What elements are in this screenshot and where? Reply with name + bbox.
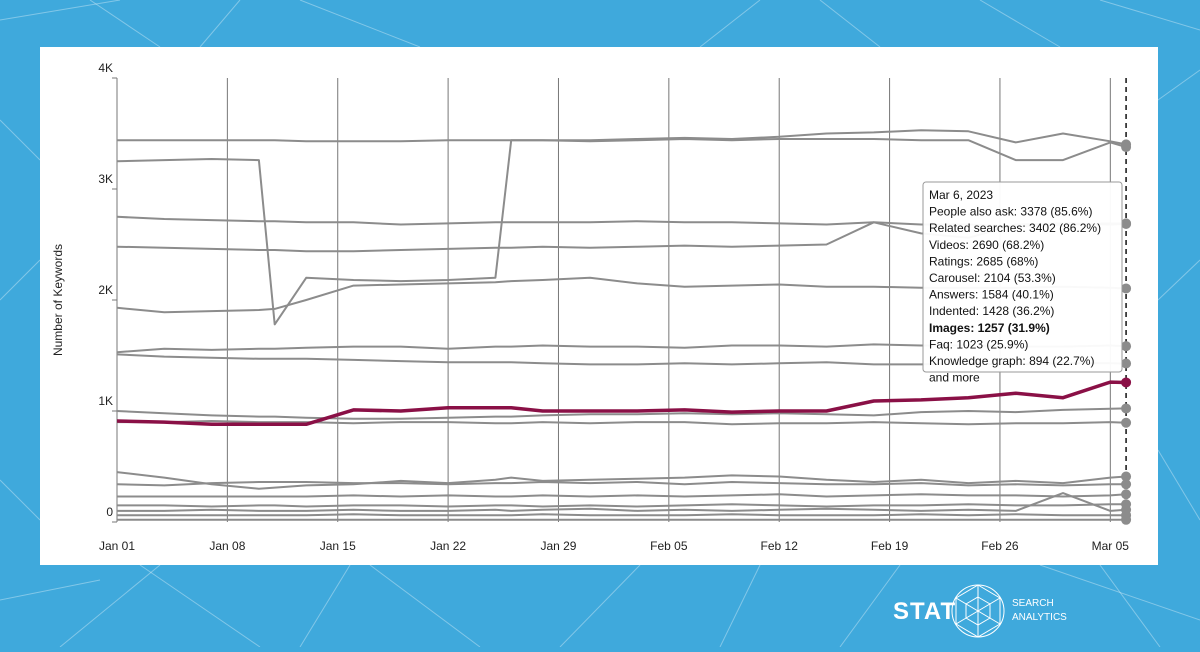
cursor-dot [1121, 218, 1132, 229]
series-line [117, 420, 1127, 426]
tooltip-line: Ratings: 2685 (68%) [929, 254, 1038, 268]
series-line [116, 407, 1127, 420]
tooltip-line: Videos: 2690 (68.2%) [929, 238, 1044, 252]
x-tick-label: Feb 26 [981, 539, 1019, 553]
series-line [116, 481, 1127, 487]
cursor-dot [1121, 417, 1132, 428]
series-line [117, 493, 1127, 498]
cursor-dot [1121, 471, 1132, 482]
y-axis-label: Number of Keywords [51, 244, 65, 356]
cursor-dot [1121, 489, 1132, 500]
series-line [117, 129, 1127, 146]
series-line [117, 492, 1127, 512]
cursor-dot [1121, 514, 1132, 525]
cursor-dot [1121, 403, 1132, 414]
tooltip-line: Knowledge graph: 894 (22.7%) [929, 354, 1094, 368]
cursor-dot [1121, 341, 1132, 352]
logo: STAT SEARCH ANALYTICS [893, 584, 1067, 638]
cursor-dot [1121, 358, 1132, 369]
tooltip-line: Images: 1257 (31.9%) [929, 321, 1050, 335]
cursor-dot [1121, 283, 1132, 294]
tooltip: Mar 6, 2023 People also ask: 3378 (85.6%)… [922, 181, 1123, 385]
x-tick-label: Jan 15 [320, 539, 356, 553]
series-line [116, 471, 1127, 490]
y-tick-label: 2K [98, 283, 113, 297]
tooltip-line: Carousel: 2104 (53.3%) [929, 271, 1056, 285]
tooltip-line: and more [929, 371, 980, 385]
tooltip-line: People also ask: 3378 (85.6%) [929, 205, 1092, 219]
tooltip-line: Related searches: 3402 (86.2%) [929, 221, 1101, 235]
x-tick-label: Jan 08 [209, 539, 245, 553]
x-tick-label: Feb 05 [650, 539, 688, 553]
y-tick-label: 3K [98, 172, 113, 186]
tooltip-line: Answers: 1584 (40.1%) [929, 288, 1054, 302]
logo-tagline: ANALYTICS [1012, 612, 1067, 623]
logo-tagline: SEARCH [1012, 598, 1054, 609]
cursor-dot [1121, 479, 1132, 490]
series-line [117, 503, 1127, 508]
tooltip-box [922, 181, 1123, 373]
series-line [116, 138, 1127, 326]
series-line [117, 513, 1127, 517]
x-tick-label: Jan 01 [99, 539, 135, 553]
y-tick-label: 1K [98, 394, 113, 408]
highlight-line [116, 380, 1127, 427]
tooltip-date: Mar 6, 2023 [929, 188, 993, 202]
tooltip-line: Faq: 1023 (25.9%) [929, 337, 1028, 351]
y-tick-label: 4K [98, 61, 113, 75]
y-tick-label: 0 [106, 505, 113, 519]
logo-text: STAT [893, 598, 956, 625]
x-tick-label: Jan 29 [540, 539, 576, 553]
x-tick-label: Feb 12 [761, 539, 799, 553]
tooltip-line: Indented: 1428 (36.2%) [929, 304, 1054, 318]
logo-icon [951, 584, 1005, 638]
cursor-dot [1121, 139, 1132, 150]
x-tick-label: Mar 05 [1092, 539, 1130, 553]
x-tick-label: Jan 22 [430, 539, 466, 553]
x-tick-label: Feb 19 [871, 539, 909, 553]
plot: Jan 01 Jan 08 Jan 15 Jan 22 Jan 29 Feb 05 Feb … [98, 61, 1132, 553]
cursor-dot [1121, 377, 1132, 388]
